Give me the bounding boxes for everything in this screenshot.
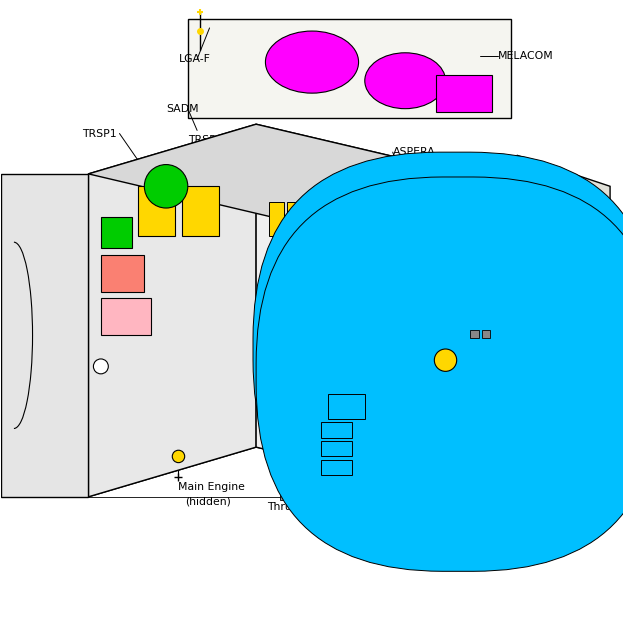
Ellipse shape <box>328 267 389 379</box>
FancyBboxPatch shape <box>342 489 357 500</box>
FancyBboxPatch shape <box>436 75 492 112</box>
Text: RTU: RTU <box>20 232 42 242</box>
Polygon shape <box>1 174 89 497</box>
Text: (hidden): (hidden) <box>185 496 231 506</box>
Text: Thrusters (4x2): Thrusters (4x2) <box>267 501 351 511</box>
Polygon shape <box>89 124 256 497</box>
Text: MARSIS: MARSIS <box>125 270 168 279</box>
Text: Batteries (x3): Batteries (x3) <box>436 501 510 511</box>
FancyBboxPatch shape <box>311 489 326 500</box>
Text: EPC (x2): EPC (x2) <box>241 188 287 197</box>
Circle shape <box>434 349 457 371</box>
FancyBboxPatch shape <box>101 217 132 248</box>
FancyBboxPatch shape <box>256 177 624 571</box>
Text: SPICAM: SPICAM <box>464 240 505 250</box>
Text: LGA-F: LGA-F <box>178 54 210 64</box>
Text: SADM: SADM <box>483 309 515 319</box>
FancyBboxPatch shape <box>467 438 502 481</box>
Text: Instrument: Instrument <box>545 191 605 201</box>
Text: RFDU: RFDU <box>125 286 156 296</box>
Ellipse shape <box>29 323 166 441</box>
Circle shape <box>62 417 84 440</box>
FancyBboxPatch shape <box>321 460 353 475</box>
Text: RW: RW <box>174 443 192 453</box>
FancyBboxPatch shape <box>287 202 303 236</box>
Polygon shape <box>517 155 610 497</box>
Text: Main Engine: Main Engine <box>178 483 245 492</box>
FancyBboxPatch shape <box>373 489 388 500</box>
Text: SADE: SADE <box>20 215 50 225</box>
FancyBboxPatch shape <box>280 489 295 500</box>
Text: LGA-R: LGA-R <box>154 427 187 437</box>
Text: PDU: PDU <box>499 455 521 465</box>
FancyBboxPatch shape <box>396 466 433 491</box>
FancyBboxPatch shape <box>268 202 284 236</box>
Text: TRSP1: TRSP1 <box>82 129 117 138</box>
Text: X-Band: X-Band <box>39 425 77 435</box>
FancyBboxPatch shape <box>482 330 490 338</box>
Circle shape <box>144 165 188 208</box>
Circle shape <box>172 450 185 463</box>
Text: in Subreflector: in Subreflector <box>14 388 94 397</box>
Text: WIU: WIU <box>216 228 238 238</box>
FancyBboxPatch shape <box>101 255 144 292</box>
Text: Feed Horn: Feed Horn <box>39 438 94 448</box>
Polygon shape <box>89 124 467 224</box>
Ellipse shape <box>265 31 359 93</box>
Text: SAS: SAS <box>317 422 339 432</box>
Text: MELACOM: MELACOM <box>499 51 554 61</box>
FancyBboxPatch shape <box>284 245 303 320</box>
Ellipse shape <box>365 53 446 109</box>
FancyBboxPatch shape <box>396 428 433 453</box>
FancyBboxPatch shape <box>470 330 479 338</box>
FancyBboxPatch shape <box>392 292 436 329</box>
FancyBboxPatch shape <box>138 186 175 236</box>
Text: CDMU1: CDMU1 <box>317 406 358 416</box>
Text: HRSC: HRSC <box>470 184 501 194</box>
Text: CDMU2: CDMU2 <box>17 250 57 260</box>
Circle shape <box>94 359 109 374</box>
Text: PFS: PFS <box>470 222 490 232</box>
Text: IMUs: IMUs <box>539 293 565 303</box>
Text: SADM: SADM <box>166 104 198 114</box>
Ellipse shape <box>334 382 383 425</box>
Text: TWTA (x2): TWTA (x2) <box>241 172 296 182</box>
Text: S-Band Antenna: S-Band Antenna <box>14 374 102 384</box>
FancyBboxPatch shape <box>520 360 535 397</box>
Text: Connectors: Connectors <box>545 322 607 332</box>
FancyBboxPatch shape <box>321 422 353 438</box>
Text: Radiators: Radiators <box>547 204 598 214</box>
FancyBboxPatch shape <box>328 394 365 419</box>
FancyBboxPatch shape <box>374 186 449 236</box>
Text: AOCS: AOCS <box>324 375 355 385</box>
Circle shape <box>414 196 446 227</box>
Text: STR (x2): STR (x2) <box>483 277 529 287</box>
Polygon shape <box>188 19 510 118</box>
FancyBboxPatch shape <box>321 441 353 456</box>
Text: SSMM: SSMM <box>317 391 350 401</box>
FancyBboxPatch shape <box>101 298 150 335</box>
FancyBboxPatch shape <box>417 342 455 373</box>
Text: External: External <box>545 309 590 319</box>
FancyBboxPatch shape <box>374 242 436 286</box>
Text: VMC: VMC <box>455 259 479 269</box>
FancyBboxPatch shape <box>464 428 499 453</box>
Circle shape <box>383 196 414 227</box>
Text: ASPERA: ASPERA <box>392 147 436 157</box>
Text: OMEGA: OMEGA <box>470 203 511 213</box>
Text: PCU: PCU <box>499 439 520 449</box>
Text: TRSP2: TRSP2 <box>188 135 222 145</box>
FancyBboxPatch shape <box>474 472 507 497</box>
FancyBboxPatch shape <box>464 391 499 416</box>
Text: RW (x2): RW (x2) <box>483 293 526 303</box>
FancyBboxPatch shape <box>182 186 219 236</box>
FancyBboxPatch shape <box>253 152 624 546</box>
Polygon shape <box>256 124 467 497</box>
FancyBboxPatch shape <box>396 391 433 416</box>
Text: (x2): (x2) <box>174 456 196 466</box>
